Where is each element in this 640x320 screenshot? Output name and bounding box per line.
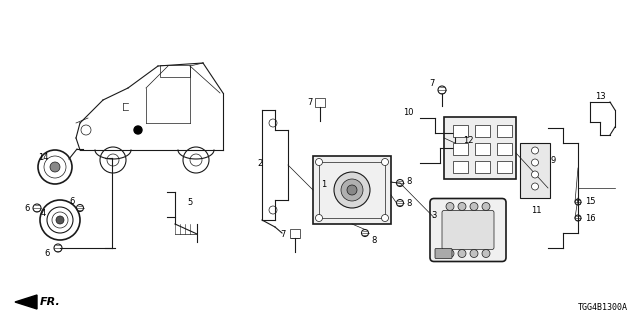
Circle shape	[56, 216, 64, 224]
Circle shape	[470, 203, 478, 211]
Text: 8: 8	[406, 198, 412, 207]
Circle shape	[316, 158, 323, 165]
Text: 6: 6	[24, 204, 29, 212]
Bar	[453, 143, 468, 155]
Circle shape	[50, 162, 60, 172]
Text: 16: 16	[585, 213, 595, 222]
Text: 2: 2	[257, 158, 262, 167]
Circle shape	[531, 159, 538, 166]
Bar	[497, 143, 512, 155]
Text: 1: 1	[321, 180, 326, 188]
Text: 5: 5	[188, 197, 193, 206]
Text: 9: 9	[550, 156, 556, 164]
FancyBboxPatch shape	[442, 211, 494, 250]
Bar	[453, 125, 468, 137]
Circle shape	[482, 250, 490, 258]
Text: 8: 8	[406, 177, 412, 186]
Bar	[319, 162, 385, 218]
Bar	[520, 142, 550, 197]
FancyBboxPatch shape	[430, 198, 506, 261]
Bar	[497, 125, 512, 137]
Polygon shape	[15, 295, 37, 309]
Circle shape	[381, 158, 388, 165]
Bar	[453, 161, 468, 173]
Text: 7: 7	[429, 78, 435, 87]
Circle shape	[531, 147, 538, 154]
Circle shape	[458, 203, 466, 211]
Circle shape	[531, 183, 538, 190]
Bar	[315, 98, 325, 107]
Text: 15: 15	[585, 196, 595, 205]
Circle shape	[347, 185, 357, 195]
Circle shape	[381, 214, 388, 221]
Text: 7: 7	[307, 98, 313, 107]
Text: 11: 11	[531, 205, 541, 214]
Circle shape	[341, 179, 363, 201]
Bar	[475, 125, 490, 137]
Bar	[290, 229, 300, 238]
Circle shape	[458, 250, 466, 258]
Text: 12: 12	[463, 135, 473, 145]
Text: TGG4B1300A: TGG4B1300A	[578, 303, 628, 312]
Text: 14: 14	[38, 153, 48, 162]
Circle shape	[446, 203, 454, 211]
Bar	[475, 161, 490, 173]
Text: 13: 13	[595, 92, 605, 100]
Bar	[313, 156, 391, 224]
Bar	[444, 117, 516, 179]
Text: 6: 6	[69, 196, 75, 205]
FancyBboxPatch shape	[435, 249, 452, 259]
Text: 10: 10	[403, 108, 413, 116]
Circle shape	[482, 203, 490, 211]
Circle shape	[531, 171, 538, 178]
Circle shape	[316, 214, 323, 221]
Text: 4: 4	[40, 209, 45, 218]
Bar	[160, 65, 190, 77]
Text: 8: 8	[371, 236, 377, 244]
Circle shape	[334, 172, 370, 208]
Text: 3: 3	[431, 211, 436, 220]
Bar	[475, 143, 490, 155]
Text: FR.: FR.	[40, 297, 61, 307]
Circle shape	[134, 126, 142, 134]
Text: 6: 6	[44, 250, 50, 259]
Circle shape	[446, 250, 454, 258]
Text: 7: 7	[280, 229, 285, 238]
Circle shape	[470, 250, 478, 258]
Bar	[497, 161, 512, 173]
